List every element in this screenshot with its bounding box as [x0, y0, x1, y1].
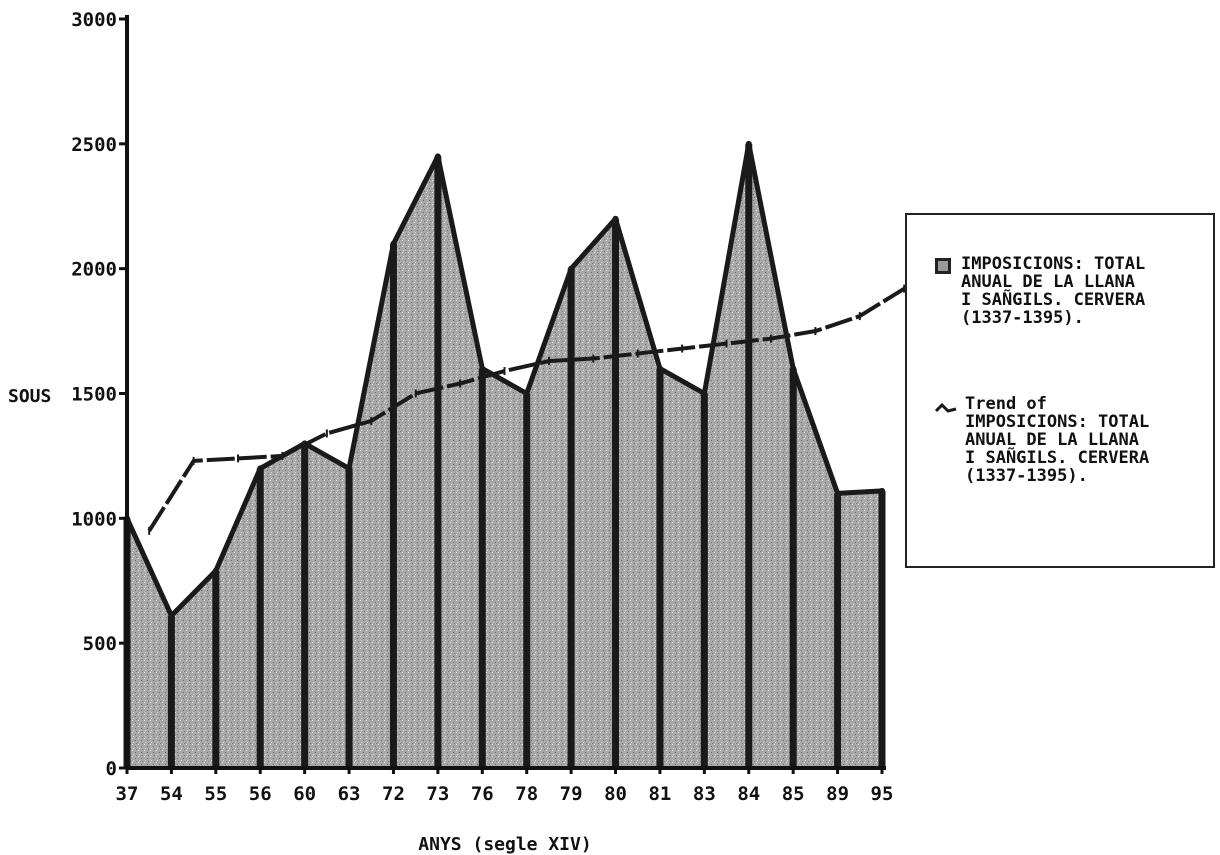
area-series-layer — [123, 140, 886, 769]
legend-entry-area: IMPOSICIONS: TOTAL ANUAL DE LA LLANA I S… — [935, 255, 1205, 327]
x-tick-label-89: 89 — [826, 783, 849, 805]
area-point-54 — [168, 612, 175, 619]
tick-labels: 0 500 1000 1500 2000 2500 3000 37 54 55 56 60 63 72 73… — [71, 9, 893, 805]
x-tick-label-78: 78 — [515, 783, 538, 805]
x-tick-label-54: 54 — [160, 783, 183, 805]
x-tick-label-63: 63 — [338, 783, 361, 805]
area-point-81 — [656, 365, 663, 372]
x-tick-label-56: 56 — [249, 783, 272, 805]
y-tick-label-1500: 1500 — [71, 384, 117, 406]
area-point-63 — [346, 465, 353, 472]
area-point-79 — [568, 265, 575, 272]
x-tick-label-76: 76 — [471, 783, 494, 805]
legend-line-trend-icon — [935, 402, 957, 413]
x-tick-label-84: 84 — [737, 783, 760, 805]
x-tick-label-81: 81 — [648, 783, 671, 805]
y-tick-label-1000: 1000 — [71, 508, 117, 530]
area-series-line — [124, 141, 883, 619]
legend: IMPOSICIONS: TOTAL ANUAL DE LA LLANA I S… — [905, 213, 1215, 568]
area-point-83 — [701, 390, 708, 397]
x-tick-label-85: 85 — [782, 783, 805, 805]
area-point-72 — [390, 240, 397, 247]
x-tick-label-83: 83 — [693, 783, 716, 805]
x-tick-label-73: 73 — [426, 783, 449, 805]
x-tick-label-80: 80 — [604, 783, 627, 805]
x-tick-label-55: 55 — [204, 783, 227, 805]
area-point-84 — [745, 140, 752, 147]
legend-label-trend: Trend of IMPOSICIONS: TOTAL ANUAL DE LA … — [965, 394, 1150, 486]
trend-series-line — [147, 286, 906, 532]
trend-series-layer — [147, 284, 906, 535]
y-tick-label-500: 500 — [83, 633, 117, 655]
area-point-76 — [479, 365, 486, 372]
area-fill — [127, 143, 882, 769]
area-point-95 — [879, 487, 885, 494]
x-tick-label-79: 79 — [560, 783, 583, 805]
area-point-55 — [212, 567, 219, 574]
y-tick-label-2500: 2500 — [71, 134, 117, 156]
x-tick-label-72: 72 — [382, 783, 405, 805]
y-tick-label-3000: 3000 — [71, 9, 117, 31]
x-tick-label-60: 60 — [293, 783, 316, 805]
area-point-80 — [612, 215, 619, 222]
legend-entry-trend: Trend of IMPOSICIONS: TOTAL ANUAL DE LA … — [935, 395, 1205, 485]
x-tick-label-95: 95 — [871, 783, 894, 805]
x-axis-title: ANYS (segle XIV) — [418, 834, 591, 855]
legend-label-area: IMPOSICIONS: TOTAL ANUAL DE LA LLANA I S… — [961, 254, 1146, 328]
area-point-73 — [434, 153, 441, 160]
y-tick-label-0: 0 — [106, 758, 117, 780]
legend-swatch-area — [935, 258, 951, 274]
y-tick-label-2000: 2000 — [71, 259, 117, 281]
area-point-89 — [834, 490, 841, 497]
area-point-85 — [790, 365, 797, 372]
axes — [119, 15, 886, 774]
y-axis-title: SOUS — [8, 386, 51, 407]
area-point-56 — [257, 465, 264, 472]
area-point-78 — [523, 390, 530, 397]
x-tick-label-37: 37 — [116, 783, 139, 805]
